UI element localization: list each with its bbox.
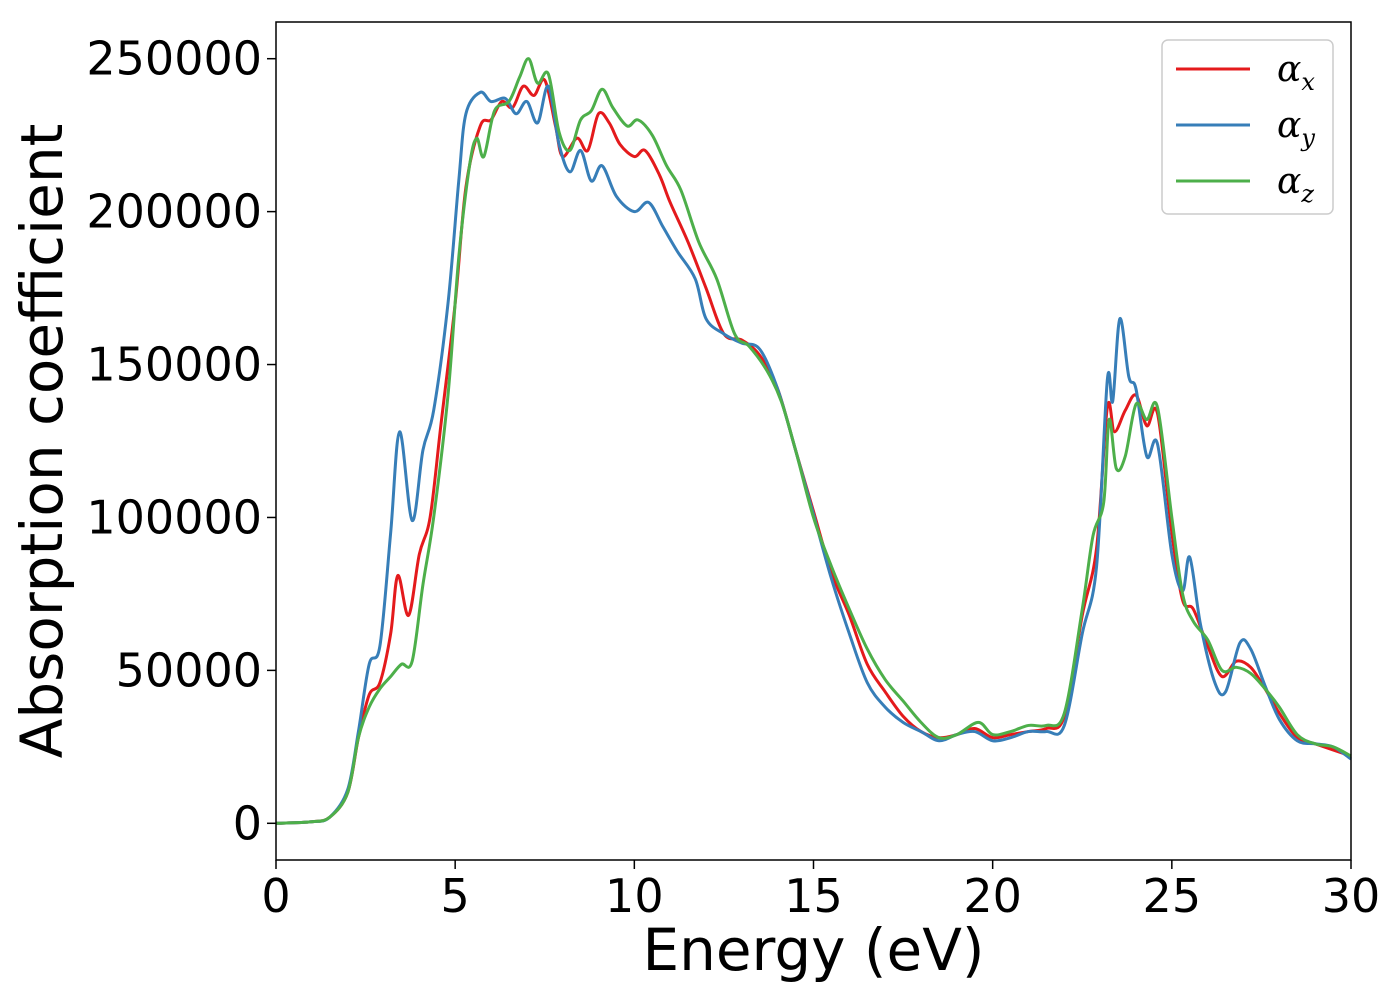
- y-axis-label: Absorption coefficient: [8, 124, 76, 759]
- series-line-z: [275, 57, 1352, 825]
- legend-box: [1161, 39, 1334, 215]
- x-axis-label: Energy (eV): [642, 916, 984, 984]
- x-tick-label: 5: [441, 869, 470, 923]
- x-tick-label: 0: [261, 869, 290, 923]
- y-tick-label: 50000: [116, 643, 262, 697]
- y-tick-label: 100000: [86, 490, 262, 544]
- y-tick-label: 250000: [86, 32, 262, 86]
- y-axis: 0 50000 100000 150000 200000 250000: [86, 32, 276, 850]
- x-tick-label: 15: [784, 869, 843, 923]
- series-lines: [275, 57, 1352, 825]
- y-tick-label: 150000: [86, 338, 262, 392]
- y-tick-label: 0: [233, 796, 262, 850]
- y-tick-label: 200000: [86, 185, 262, 239]
- x-tick-label: 25: [1143, 869, 1202, 923]
- x-tick-label: 30: [1322, 869, 1381, 923]
- x-tick-label: 20: [963, 869, 1022, 923]
- x-tick-label: 10: [605, 869, 664, 923]
- x-axis: 0 5 10 15 20 25 30: [261, 860, 1380, 923]
